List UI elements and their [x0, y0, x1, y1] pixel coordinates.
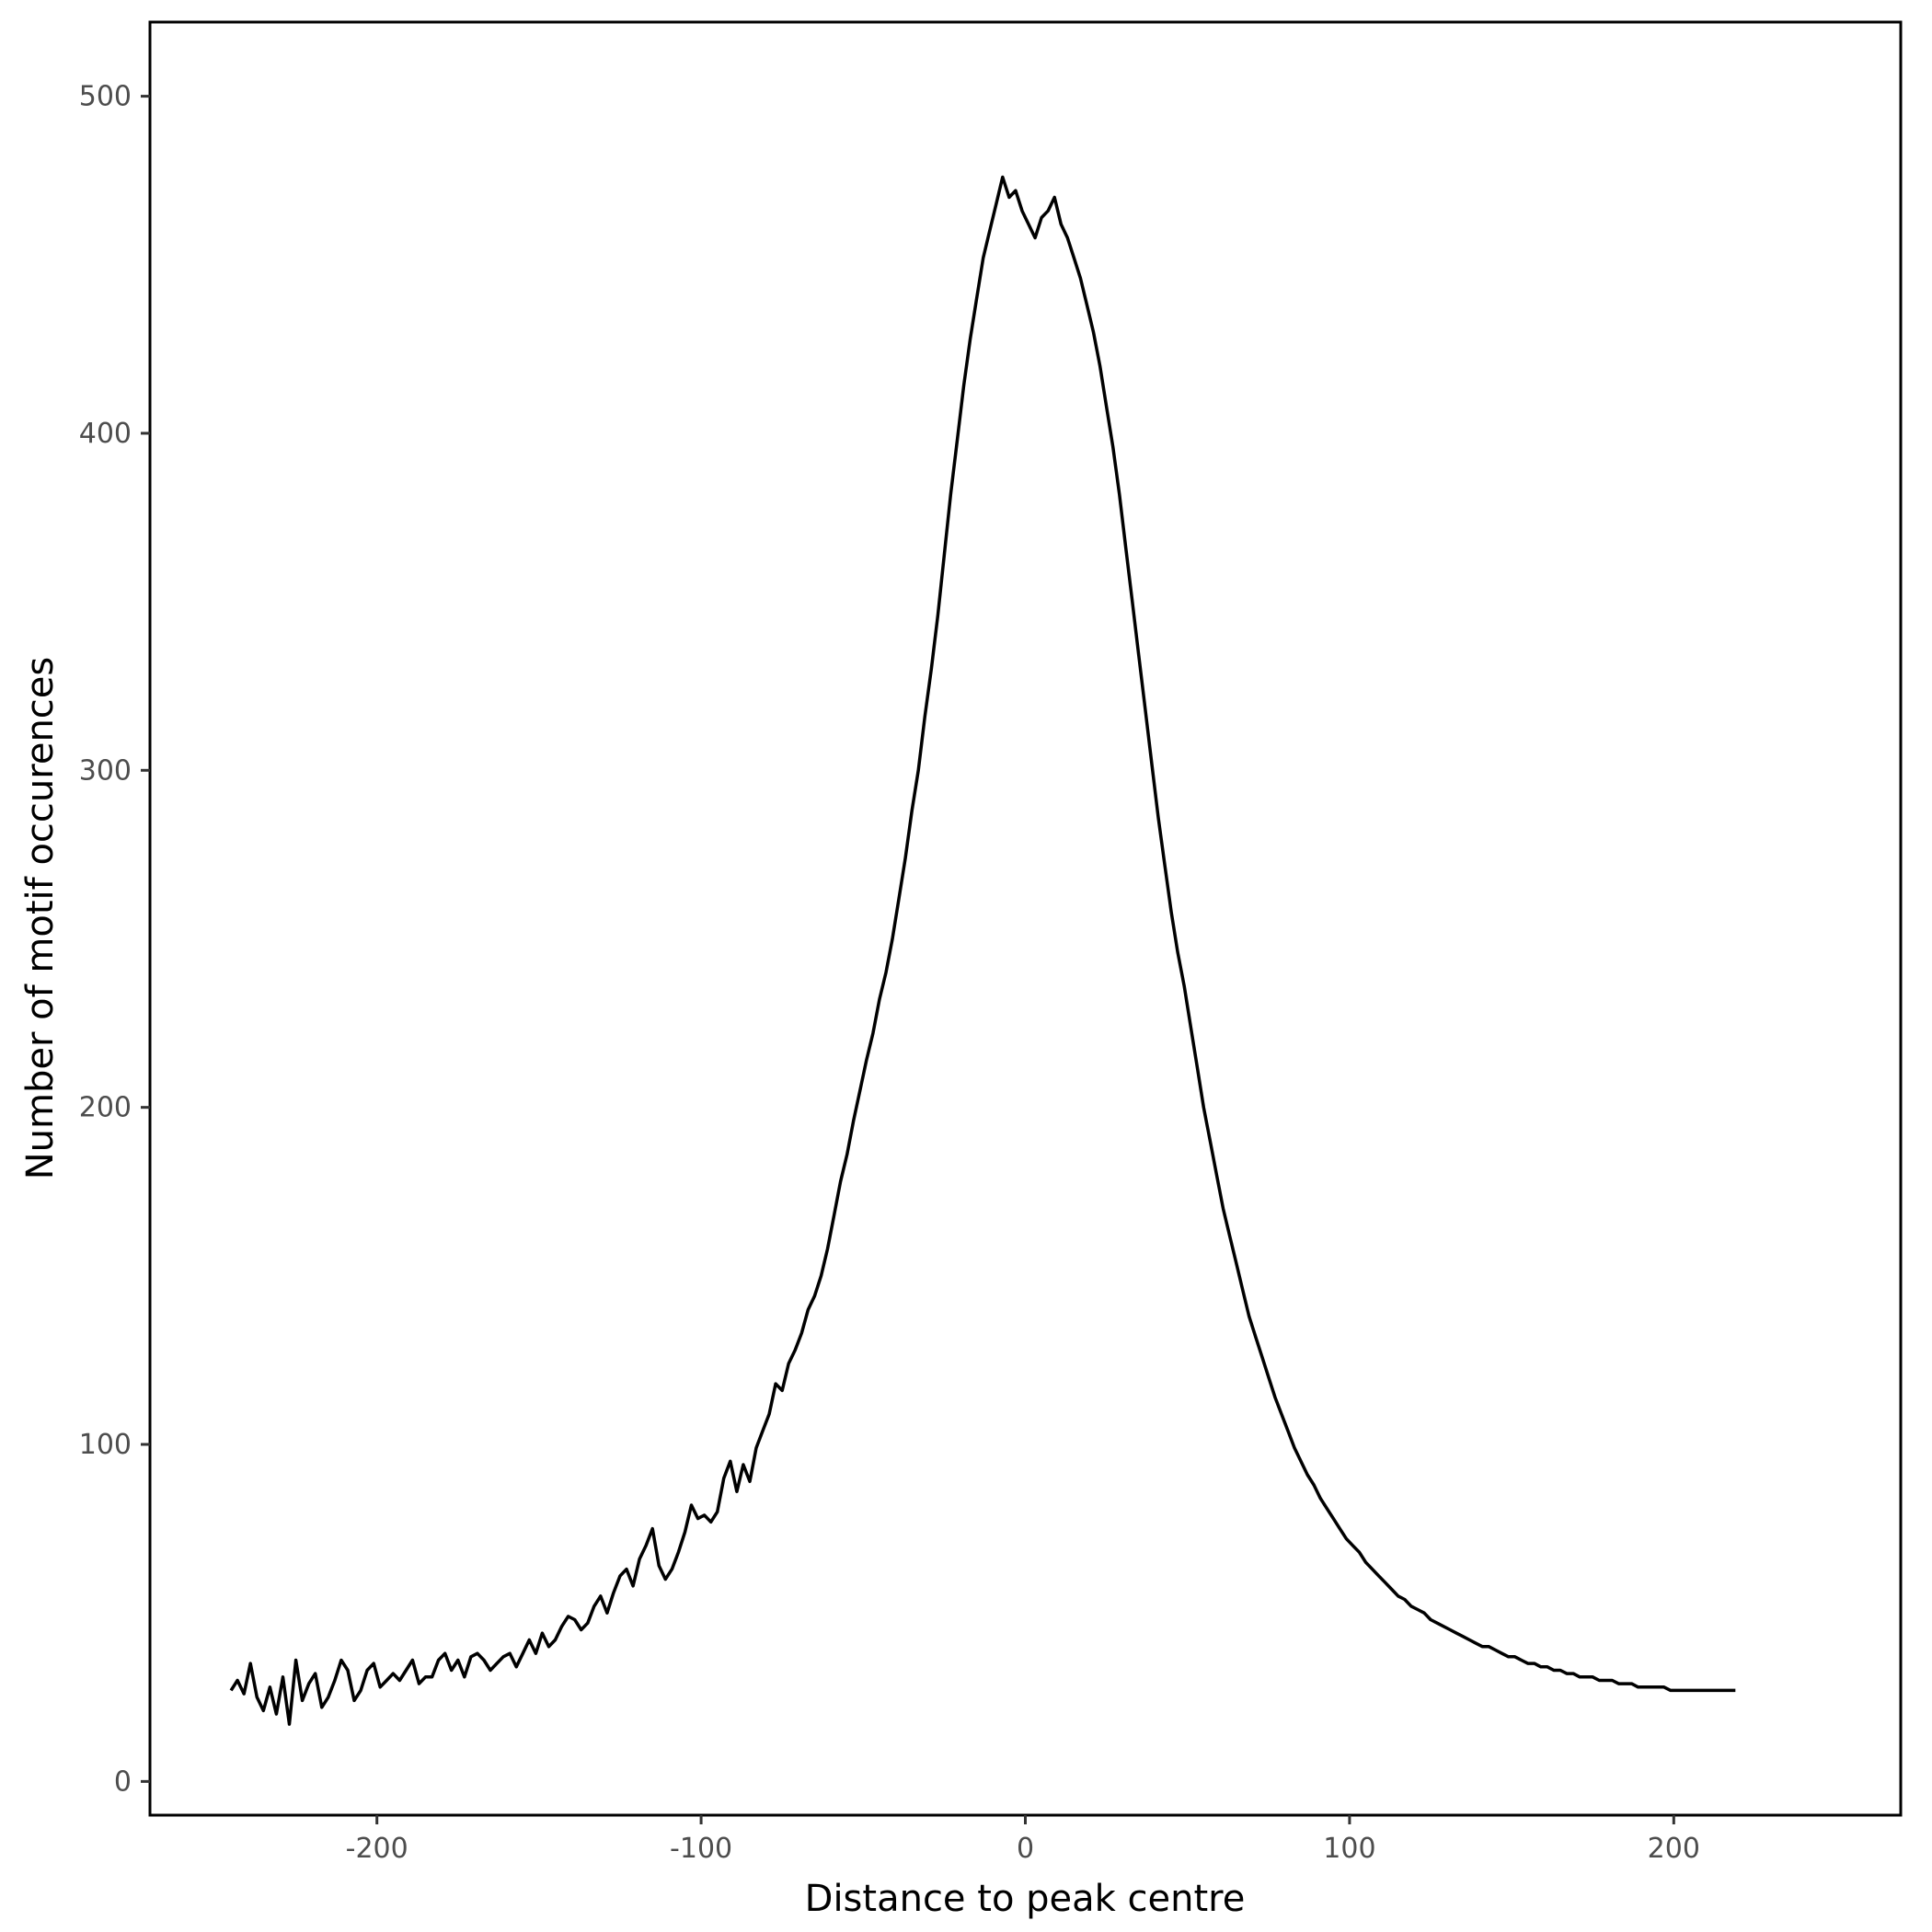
y-tick-label: 500 — [79, 81, 132, 113]
x-tick-label: -100 — [670, 1833, 732, 1865]
y-tick-label: 100 — [79, 1429, 132, 1461]
y-tick-label: 300 — [79, 754, 132, 787]
x-tick-label: 0 — [1017, 1833, 1034, 1865]
y-axis-ticks: 0 100 200 300 400 500 — [79, 81, 150, 1798]
x-tick-label: -200 — [346, 1833, 408, 1865]
plot-panel — [148, 20, 1903, 1817]
y-tick-label: 400 — [79, 418, 132, 450]
x-axis-ticks: -200 -100 0 100 200 — [346, 1815, 1700, 1865]
x-tick-label: 100 — [1323, 1833, 1375, 1865]
x-tick-label: 200 — [1648, 1833, 1700, 1865]
x-axis-title: Distance to peak centre — [805, 1878, 1246, 1920]
y-tick-label: 0 — [114, 1765, 132, 1798]
series-line — [229, 175, 1736, 1726]
y-axis-title: Number of motif occurences — [19, 657, 62, 1179]
y-tick-label: 200 — [79, 1092, 132, 1124]
